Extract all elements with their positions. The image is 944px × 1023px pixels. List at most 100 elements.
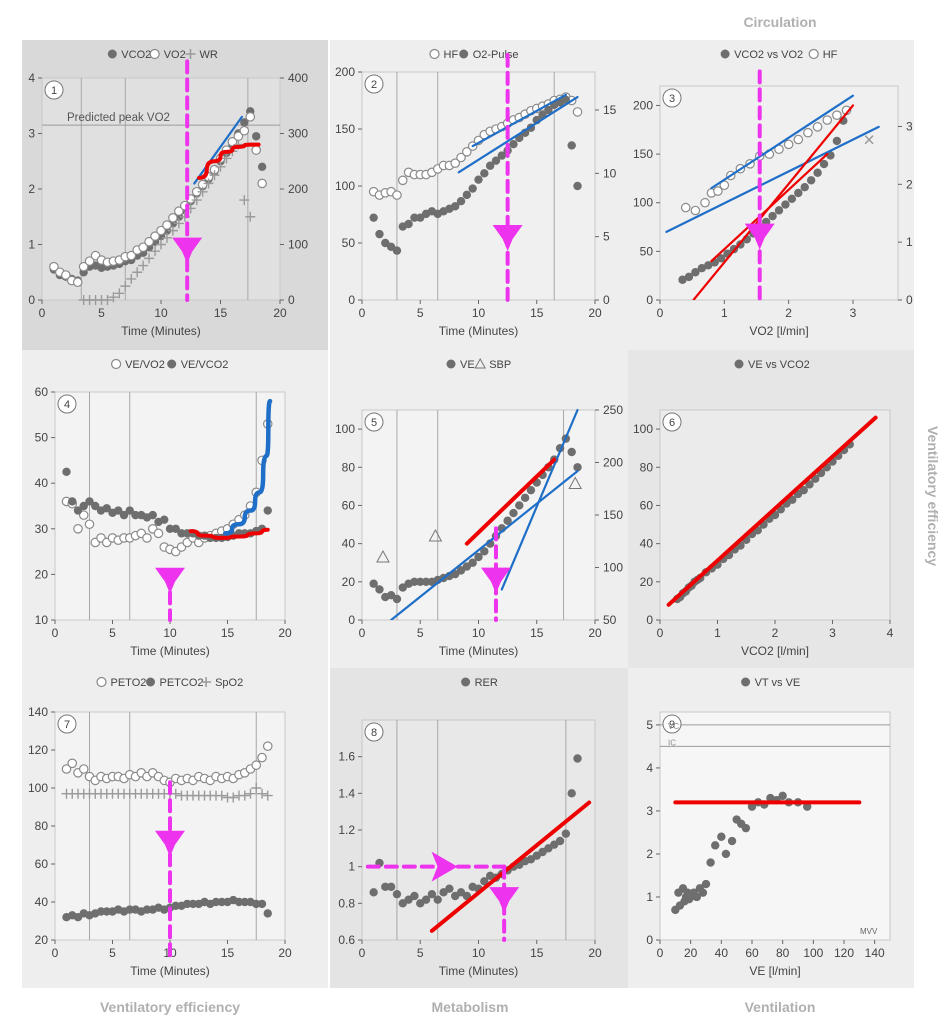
- data-point: [450, 158, 460, 168]
- y2-tick-label: 15: [603, 103, 617, 117]
- data-point: [197, 186, 208, 197]
- data-point: [125, 905, 134, 914]
- y2-tick-label: 100: [603, 561, 623, 575]
- overlay-lines: [457, 93, 579, 174]
- data-point: [684, 272, 694, 282]
- data-point: [698, 888, 708, 897]
- data-point: [156, 225, 166, 236]
- y-tick-label: 0.6: [338, 933, 355, 947]
- blue-line: [222, 398, 273, 536]
- data-point: [713, 186, 723, 196]
- blue-line: [457, 95, 579, 174]
- data-point: [78, 764, 89, 774]
- data-point: [474, 175, 483, 184]
- data-point: [721, 849, 731, 859]
- y-tick-label: 1.2: [338, 823, 355, 837]
- data-point: [228, 792, 239, 803]
- data-point: [67, 758, 78, 769]
- legend-marker: [146, 677, 155, 687]
- data-points: [368, 92, 583, 255]
- y-tick-label: 1: [348, 860, 355, 874]
- x-tick-label: 20: [588, 946, 602, 960]
- data-point: [263, 909, 272, 918]
- data-point: [68, 497, 77, 506]
- data-point: [369, 579, 378, 588]
- marker-x: ×: [863, 130, 875, 152]
- x-tick-label: 20: [278, 626, 292, 640]
- data-point: [119, 510, 129, 520]
- data-point: [191, 195, 202, 206]
- y2-tick-label: 300: [288, 127, 308, 141]
- x-tick-label: 20: [273, 306, 287, 320]
- caption-metabolism: Metabolism: [431, 999, 509, 1015]
- data-point: [812, 122, 823, 132]
- data-point: [555, 836, 565, 846]
- data-point: [177, 529, 186, 538]
- data-point: [125, 506, 134, 515]
- data-point: [78, 510, 89, 520]
- legend-label: VE: [460, 359, 475, 371]
- data-point: [678, 275, 687, 284]
- data-point: [803, 127, 813, 138]
- data-point: [171, 524, 180, 533]
- data-point: [768, 211, 777, 221]
- legend-label: SpO2: [215, 677, 243, 689]
- data-point: [96, 907, 106, 916]
- data-point: [102, 504, 111, 513]
- data-point: [573, 754, 582, 763]
- data-point: [216, 790, 227, 801]
- y-tick-label: 2: [28, 182, 35, 196]
- data-point: [49, 261, 59, 272]
- label-vc: VC: [668, 722, 679, 731]
- data-point: [211, 897, 221, 907]
- x-tick-label: 0: [359, 306, 366, 320]
- data-point: [61, 270, 71, 280]
- y-tick-label: 100: [633, 196, 653, 210]
- y-tick-label: 140: [28, 705, 48, 719]
- legend-label: VE/VO2: [125, 359, 165, 371]
- x-tick-label: 15: [221, 946, 235, 960]
- data-point: [73, 506, 83, 515]
- data-point: [794, 188, 803, 198]
- data-point: [170, 788, 181, 799]
- panel-number: 9: [669, 719, 675, 731]
- data-point: [217, 897, 226, 907]
- x-axis-title: VE [l/min]: [749, 964, 800, 978]
- data-point: [91, 501, 100, 511]
- data-point: [84, 256, 95, 266]
- x-tick-label: 0: [52, 626, 59, 640]
- data-point: [239, 790, 250, 801]
- y-tick-label: 80: [35, 819, 49, 833]
- x-tick-label: 20: [278, 946, 292, 960]
- data-point: [410, 577, 419, 587]
- y2-tick-label: 3: [906, 119, 913, 133]
- arrow-marker: [431, 851, 458, 882]
- x-tick-label: 5: [109, 626, 116, 640]
- data-point: [240, 118, 249, 127]
- y-tick-label: 40: [640, 537, 654, 551]
- axes: 0 5 10 15 20 0.6 0.8 1 1.2 1.4 1.6 Time (Minutes): [338, 750, 602, 978]
- data-point: [788, 495, 797, 504]
- data-point: [704, 261, 713, 270]
- data-point: [480, 877, 489, 886]
- arrow-marker: [480, 567, 511, 594]
- x-tick-label: 5: [417, 306, 424, 320]
- x-tick-label: 2: [785, 306, 792, 320]
- data-point: [456, 152, 466, 163]
- y-tick-label: 60: [342, 498, 356, 512]
- data-point: [526, 485, 536, 495]
- data-point: [392, 246, 402, 255]
- x-tick-label: 3: [850, 306, 857, 320]
- panel-number-badge: [364, 74, 384, 94]
- caption-circulation: Circulation: [743, 14, 817, 30]
- data-point: [800, 183, 809, 192]
- data-point: [421, 895, 431, 904]
- y2-tick-label: 250: [603, 403, 623, 417]
- y-tick-label: 50: [640, 244, 654, 258]
- legend-label: SBP: [489, 359, 511, 371]
- y-tick-label: 40: [342, 537, 356, 551]
- plot-area: [659, 711, 891, 941]
